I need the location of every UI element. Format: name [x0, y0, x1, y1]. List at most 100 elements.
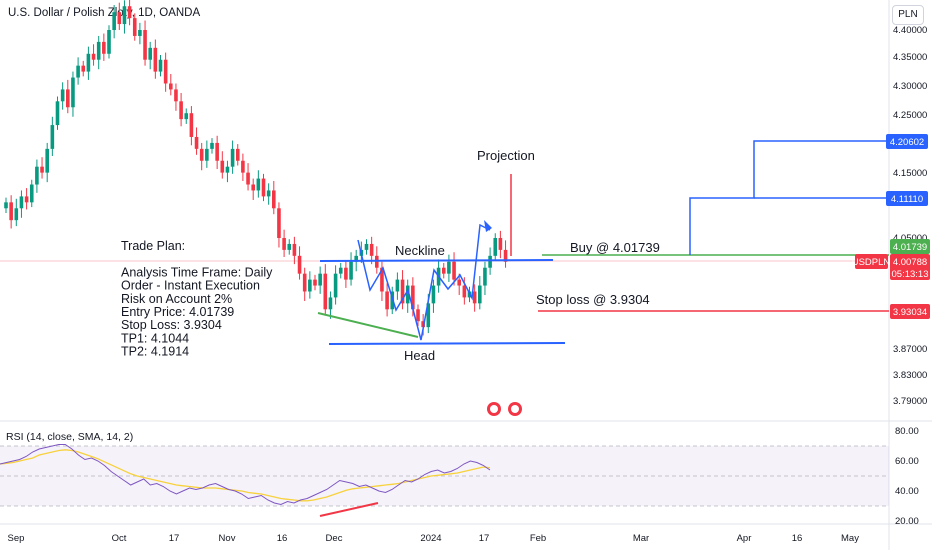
price-tags: 4.20602 4.11110 4.01739 USDPLN 4.00788 0… [852, 134, 930, 319]
candle-body [29, 184, 34, 203]
candle-body [148, 47, 152, 60]
time-tick-label: 16 [277, 533, 288, 544]
rsi-tick-label: 80.00 [895, 426, 919, 437]
candle-body [380, 267, 384, 292]
candle-body [282, 238, 286, 250]
price-tick-label: 4.15000 [893, 168, 927, 179]
rsi-line [0, 444, 491, 506]
time-tick-label: Dec [326, 533, 343, 544]
candle-body [344, 267, 348, 280]
current-price-tag [890, 254, 930, 280]
candle-body [354, 255, 358, 262]
candle-body [102, 41, 106, 54]
candle-body [71, 77, 75, 108]
tp1-tag-text: 4.11110 [891, 194, 923, 205]
price-tick-label: 4.05000 [893, 233, 927, 244]
candle-body [230, 148, 235, 167]
candle-body [266, 190, 271, 197]
time-tick-label: Oct [112, 533, 127, 544]
entry-tag-text: 4.01739 [893, 242, 927, 253]
candle-body [4, 202, 8, 209]
rsi-tick-label: 40.00 [895, 486, 919, 497]
time-tick-label: Mar [633, 533, 649, 544]
trade-plan-line: Risk on Account 2% [121, 292, 232, 306]
currency-button[interactable]: PLN [892, 5, 924, 25]
candle-body [478, 285, 482, 304]
candle-body [205, 148, 209, 161]
candle-body [421, 321, 425, 328]
time-tick-label: May [841, 533, 859, 544]
tp2-tag [886, 134, 928, 149]
head-label: Head [404, 348, 435, 363]
trade-plan: Trade Plan: Analysis Time Frame: DailyOrd… [121, 239, 273, 359]
events-icons[interactable] [487, 402, 522, 416]
candle-body [91, 53, 96, 60]
symbol-tag [855, 254, 888, 269]
candle-body [169, 83, 173, 90]
price-tick-label: 3.87000 [893, 344, 927, 355]
tp2-tag-text: 4.20602 [890, 137, 924, 148]
stop-tag [890, 304, 930, 319]
candle-body [40, 166, 44, 173]
rsi-tick-label: 60.00 [895, 456, 919, 467]
rsi-label: RSI (14, close, SMA, 14, 2) [6, 431, 134, 443]
current-price-text: 4.00788 [893, 257, 927, 268]
time-tick-label: 16 [792, 533, 803, 544]
candle-body [462, 285, 467, 298]
neckline-label: Neckline [395, 243, 445, 258]
candle-body [96, 41, 101, 60]
candle-body [138, 30, 142, 36]
rsi-levels [0, 445, 889, 507]
event-flag-icon-inner [511, 405, 519, 413]
trade-plan-line: Trade Plan: [121, 239, 185, 253]
candle-body [86, 53, 91, 72]
pattern-path [357, 223, 491, 341]
candle-body [184, 113, 189, 120]
candle-body [66, 89, 70, 108]
price-axis: 4.400004.350004.300004.250004.200004.150… [893, 25, 927, 407]
candle-body [452, 261, 456, 280]
time-tick-label: 17 [169, 533, 180, 544]
candle-body [447, 261, 451, 274]
candle-body [472, 291, 477, 304]
candle-body [349, 261, 353, 280]
candle-body [55, 101, 60, 126]
candle-body [122, 6, 127, 25]
entry-tag [890, 239, 930, 254]
candle-body [107, 30, 111, 54]
candle-body [189, 113, 194, 137]
candle-body [179, 101, 183, 120]
candle-body [457, 279, 461, 286]
trade-plan-line: Order - Instant Execution [121, 279, 260, 293]
candle-body [318, 273, 322, 286]
candle-body [385, 291, 389, 310]
candle-body [302, 273, 307, 292]
candle-body [251, 184, 255, 191]
candle-body [14, 208, 19, 221]
candle-body [199, 148, 204, 161]
candle-body [45, 148, 49, 173]
rsi-panel: 80.00 60.00 40.00 20.00 [0, 426, 919, 527]
candle-body [488, 255, 492, 268]
rsi-divergence-line [319, 502, 379, 517]
candle-body [81, 65, 86, 72]
candle-body [400, 279, 405, 304]
candle-body [405, 285, 410, 304]
trade-plan-line: Stop Loss: 3.9304 [121, 318, 222, 332]
candle-body [261, 178, 266, 197]
candle-body [215, 142, 219, 161]
time-tick-label: 17 [479, 533, 490, 544]
divergence-price-line [317, 312, 419, 338]
event-flag-icon-inner [490, 405, 498, 413]
candle-body [441, 267, 446, 274]
candle-body [297, 255, 302, 274]
symbol-tag-text: USDPLN [852, 257, 891, 268]
trade-plan-line: TP2: 4.1914 [121, 345, 189, 359]
candle-body [35, 166, 39, 185]
trade-plan-line: TP1: 4.1044 [121, 331, 189, 345]
candle-body [220, 160, 225, 173]
candle-body [364, 243, 369, 250]
candle-body [323, 273, 328, 310]
candle-body [60, 89, 65, 102]
